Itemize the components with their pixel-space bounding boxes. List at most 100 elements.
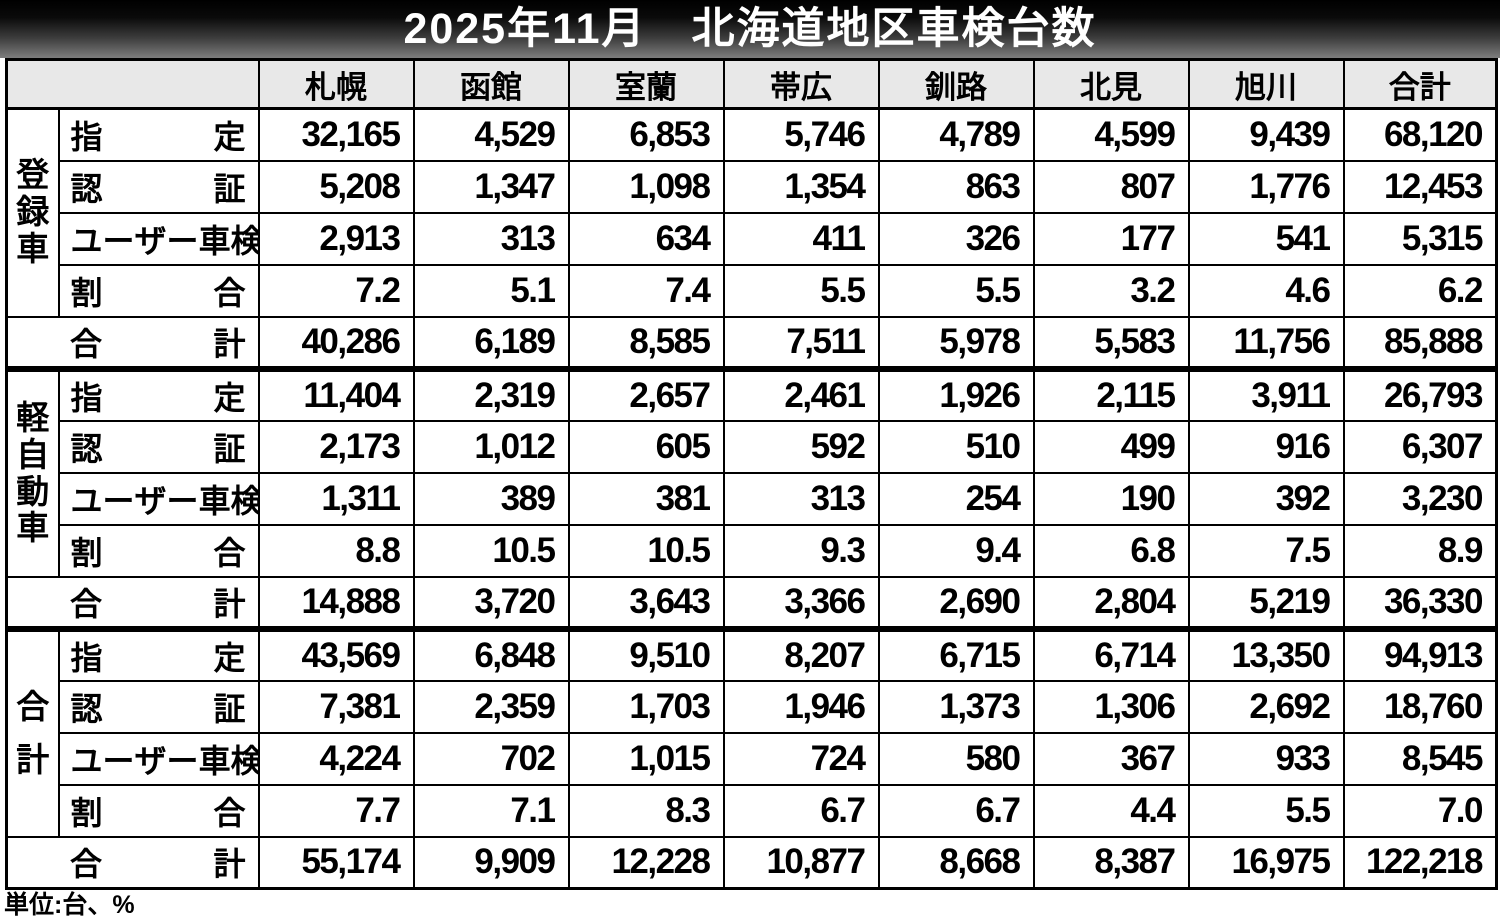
cell-value: 1,012 [412,419,570,474]
cell-value: 3,643 [567,575,725,630]
cell-value: 32,165 [257,107,415,162]
table-row: 軽自動車 指定 11,404 2,319 2,657 2,461 1,926 2… [5,365,1498,578]
cell-value: 9.3 [722,523,880,578]
row-label: 認証 [57,679,260,734]
cell-value: 254 [877,471,1035,526]
cell-value: 3,366 [722,575,880,630]
cell-value: 10,877 [722,835,880,890]
cell-value: 8,585 [567,315,725,370]
cell-value: 1,373 [877,679,1035,734]
cell-value: 605 [567,419,725,474]
cell-value: 6.8 [1032,523,1190,578]
cell-value: 5.5 [1187,783,1345,838]
cell-value: 5.5 [877,263,1035,318]
row-label: ユーザー車検 [57,471,260,526]
cell-value: 13,350 [1187,625,1345,682]
cell-value: 3.2 [1032,263,1190,318]
cell-value: 3,911 [1187,365,1345,422]
cell-value: 7,511 [722,315,880,370]
group-label-registered: 登録車 [5,107,60,318]
cell-value: 7.4 [567,263,725,318]
cell-value: 7,381 [257,679,415,734]
col-header-sapporo: 札幌 [257,58,415,110]
cell-value: 12,453 [1342,159,1498,214]
cell-value: 313 [722,471,880,526]
cell-value: 8,207 [722,625,880,682]
cell-value: 1,015 [567,731,725,786]
cell-value: 933 [1187,731,1345,786]
cell-value: 1,926 [877,365,1035,422]
cell-value: 916 [1187,419,1345,474]
cell-value: 4.4 [1032,783,1190,838]
cell-value: 4,599 [1032,107,1190,162]
corner-cell [5,58,260,110]
cell-value: 6.2 [1342,263,1498,318]
cell-value: 18,760 [1342,679,1498,734]
table-row: 割合 7.2 5.1 7.4 5.5 5.5 3.2 4.6 6.2 [7,263,1498,318]
cell-value: 7.1 [412,783,570,838]
cell-value: 40,286 [257,315,415,370]
row-label: 指定 [57,625,260,682]
cell-value: 411 [722,211,880,266]
section-kei: 軽自動車 指定 11,404 2,319 2,657 2,461 1,926 2… [5,365,1498,630]
table-row: 割合 7.7 7.1 8.3 6.7 6.7 4.4 5.5 7.0 [7,783,1498,838]
cell-value: 2,115 [1032,365,1190,422]
cell-value: 2,173 [257,419,415,474]
cell-value: 1,347 [412,159,570,214]
cell-value: 2,690 [877,575,1035,630]
cell-value: 5,219 [1187,575,1345,630]
cell-value: 9,909 [412,835,570,890]
cell-value: 4,224 [257,731,415,786]
cell-value: 4,529 [412,107,570,162]
table-row: 認証 2,173 1,012 605 592 510 499 916 6,307 [7,419,1498,474]
cell-value: 2,913 [257,211,415,266]
table-row: ユーザー車検 4,224 702 1,015 724 580 367 933 8… [7,731,1498,786]
cell-value: 6,714 [1032,625,1190,682]
cell-value: 326 [877,211,1035,266]
row-label: 認証 [57,419,260,474]
cell-value: 8,545 [1342,731,1498,786]
cell-value: 510 [877,419,1035,474]
cell-value: 6,853 [567,107,725,162]
cell-value: 177 [1032,211,1190,266]
cell-value: 8.9 [1342,523,1498,578]
cell-value: 10.5 [412,523,570,578]
cell-value: 8,668 [877,835,1035,890]
cell-value: 11,404 [257,365,415,422]
cell-value: 392 [1187,471,1345,526]
title-bar: 2025年11月 北海道地区車検台数 [0,0,1500,58]
cell-value: 68,120 [1342,107,1498,162]
row-label: ユーザー車検 [57,211,260,266]
cell-value: 5,208 [257,159,415,214]
row-label: 認証 [57,159,260,214]
cell-value: 6,307 [1342,419,1498,474]
cell-value: 5,583 [1032,315,1190,370]
cell-value: 389 [412,471,570,526]
table-row: 認証 7,381 2,359 1,703 1,946 1,373 1,306 2… [7,679,1498,734]
row-label: 合計 [5,575,260,630]
cell-value: 5,315 [1342,211,1498,266]
cell-value: 43,569 [257,625,415,682]
cell-value: 5.1 [412,263,570,318]
cell-value: 3,230 [1342,471,1498,526]
cell-value: 3,720 [412,575,570,630]
page-title: 2025年11月 北海道地区車検台数 [403,4,1097,53]
cell-value: 7.5 [1187,523,1345,578]
cell-value: 1,354 [722,159,880,214]
cell-value: 6.7 [722,783,880,838]
cell-value: 2,804 [1032,575,1190,630]
cell-value: 11,756 [1187,315,1345,370]
header-row: 札幌 函館 室蘭 帯広 釧路 北見 旭川 合計 [5,58,1498,110]
col-header-kushiro: 釧路 [877,58,1035,110]
vehicle-inspection-table: 札幌 函館 室蘭 帯広 釧路 北見 旭川 合計 登録車 指定 32,165 4,… [5,58,1498,890]
cell-value: 499 [1032,419,1190,474]
cell-value: 634 [567,211,725,266]
cell-value: 2,359 [412,679,570,734]
unit-note: 単位:台、% [4,891,135,919]
row-label: 割合 [57,783,260,838]
table-row: 登録車 指定 32,165 4,529 6,853 5,746 4,789 4,… [5,107,1498,318]
table-row: ユーザー車検 1,311 389 381 313 254 190 392 3,2… [7,471,1498,526]
cell-value: 6.7 [877,783,1035,838]
cell-value: 724 [722,731,880,786]
cell-value: 807 [1032,159,1190,214]
